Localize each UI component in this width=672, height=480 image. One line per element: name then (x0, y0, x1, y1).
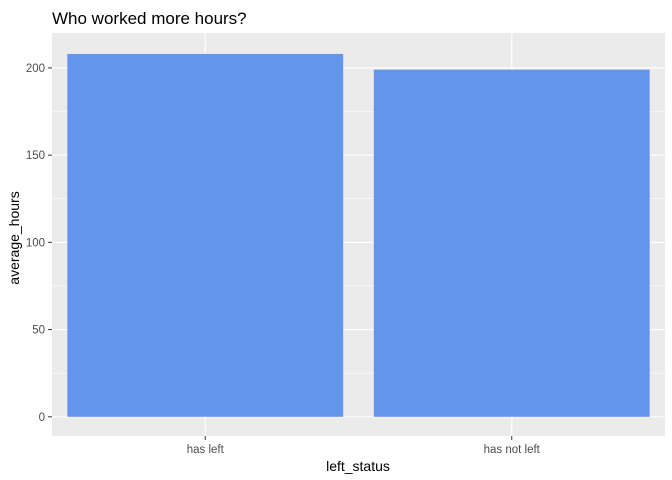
y-tick-label: 0 (39, 412, 45, 424)
y-tick-label: 150 (26, 150, 45, 162)
chart-title: Who worked more hours? (52, 9, 247, 28)
x-axis-ticks: has left has not left (187, 436, 541, 456)
bars (67, 53, 650, 417)
x-tick-label: has left (187, 444, 225, 456)
y-tick-label: 200 (26, 63, 45, 75)
x-axis-title: left_status (326, 458, 390, 474)
y-axis-title: average_hours (6, 191, 22, 284)
x-tick-label: has not left (484, 444, 541, 456)
y-tick-label: 100 (26, 237, 45, 249)
y-tick-label: 50 (32, 325, 45, 337)
bar (67, 53, 344, 417)
y-axis-ticks: 0 50 100 150 200 (26, 63, 52, 424)
bar (373, 69, 650, 417)
